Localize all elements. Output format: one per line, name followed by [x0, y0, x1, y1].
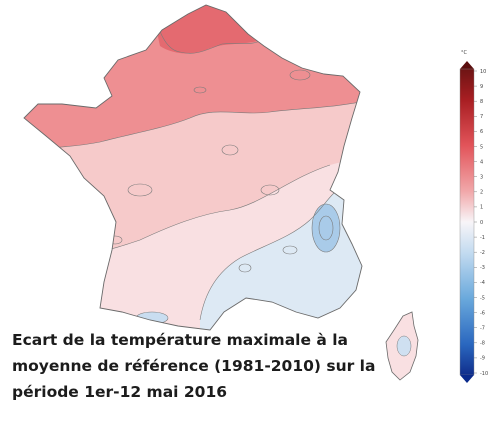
scale-tick-label: -10 [480, 371, 488, 377]
scale-bar [459, 68, 475, 376]
scale-tick-label: -7 [480, 326, 485, 332]
scale-tick-label: -6 [480, 310, 485, 316]
scale-tick-label: -5 [480, 295, 485, 301]
map-caption: Ecart de la température maximale à la mo… [12, 327, 376, 405]
corsica [385, 311, 419, 381]
france-outline [23, 4, 363, 331]
scale-tick-label: 1 [480, 205, 483, 211]
scale-tick-label: -9 [480, 356, 485, 362]
scale-tick-label: -1 [480, 235, 485, 241]
scale-top-arrow [460, 61, 474, 69]
scale-tick-label: 7 [480, 114, 483, 120]
scale-tick-label: -4 [480, 280, 485, 286]
scale-tick-label: -8 [480, 341, 485, 347]
caption-line-1: Ecart de la température maximale à la [12, 331, 349, 349]
scale-tick-label: 2 [480, 190, 483, 196]
scale-tick-label: 6 [480, 129, 483, 135]
scale-tick-label: 3 [480, 175, 483, 181]
scale-tick-label: 0 [480, 220, 483, 226]
scale-tick-label: 5 [480, 144, 483, 150]
scale-bottom-arrow [460, 375, 474, 383]
scale-tick-label: 4 [480, 159, 483, 165]
scale-tick-label: -3 [480, 265, 485, 271]
scale-tick-label: 10 [480, 69, 486, 75]
scale-unit: °C [461, 50, 468, 56]
alps-cold-spot [312, 204, 340, 252]
scale-tick-label: -2 [480, 250, 485, 256]
scale-tick-label: 9 [480, 84, 483, 90]
caption-line-2: moyenne de référence (1981-2010) sur la [12, 357, 376, 375]
caption-line-3: période 1er-12 mai 2016 [12, 383, 228, 401]
scale-tick-label: 8 [480, 99, 483, 105]
corsica-cool-spot [396, 335, 412, 357]
